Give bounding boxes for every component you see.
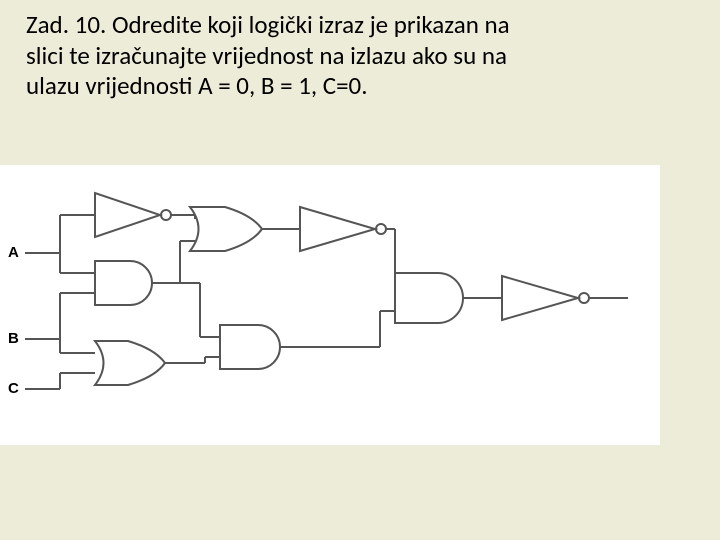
problem-text: Zad. 10. Odredite koji logički izraz je … — [26, 10, 694, 102]
gate-not2 — [300, 207, 375, 251]
input-label-b: B — [8, 330, 19, 347]
gate-not3 — [502, 276, 578, 320]
logic-diagram: A B C — [0, 165, 660, 445]
gate-not1 — [95, 193, 160, 237]
gate-and1 — [95, 261, 152, 305]
input-label-a: A — [8, 244, 19, 261]
gate-or1 — [190, 207, 262, 251]
title-line-1: Zad. 10. Odredite koji logički izraz je … — [26, 9, 510, 40]
title-line-3: ulazu vrijednosti A = 0, B = 1, C=0. — [26, 70, 368, 101]
gate-and3 — [395, 273, 463, 323]
input-label-c: C — [8, 380, 19, 397]
title-line-2: slici te izračunajte vrijednost na izlaz… — [26, 40, 507, 71]
gate-or2 — [95, 341, 165, 385]
gate-and2 — [220, 325, 280, 369]
